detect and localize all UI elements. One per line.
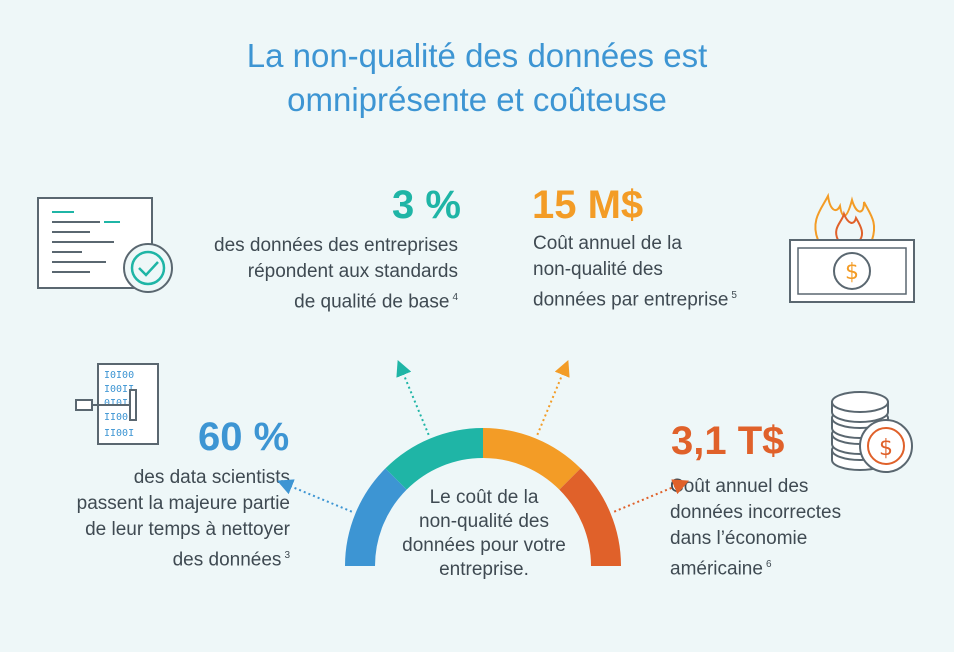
stat-line: Coût annuel de la xyxy=(533,233,682,254)
gauge-arrow-blue xyxy=(276,479,353,513)
center-line: données pour votre xyxy=(402,535,566,556)
svg-text:$: $ xyxy=(879,436,893,461)
burning-money-icon: $ xyxy=(789,192,915,303)
stat-value-3-1t: 3,1 T$ xyxy=(671,419,785,463)
gauge-arrow-orange xyxy=(536,359,570,436)
stat-line: répondent aux standards xyxy=(247,261,458,282)
stat-value-3-percent: 3 % xyxy=(392,183,461,227)
gauge-segment-blue xyxy=(345,468,407,567)
svg-text:I00II: I00II xyxy=(104,384,134,395)
stat-desc-3-percent: des données des entreprises répondent au… xyxy=(214,233,458,315)
coins-stack-icon: $ xyxy=(831,391,913,473)
stat-line: américaine 6 xyxy=(670,558,772,580)
stat-value-60-percent: 60 % xyxy=(198,415,290,459)
gauge-arrow-teal xyxy=(396,359,430,436)
page-title: La non-qualité des données est omniprése… xyxy=(0,34,954,122)
stat-line: données par entreprise 5 xyxy=(533,289,737,311)
title-line-1: La non-qualité des données est xyxy=(246,37,708,74)
footnote-ref: 6 xyxy=(765,559,772,570)
gauge-segment-red xyxy=(559,468,621,567)
footnote-ref: 5 xyxy=(731,290,737,301)
gauge-arrow-red xyxy=(613,479,690,513)
footnote-ref: 3 xyxy=(284,550,290,561)
gauge-segment-teal xyxy=(385,428,484,490)
svg-text:$: $ xyxy=(845,260,859,285)
stat-line: données incorrectes xyxy=(670,502,842,523)
stat-desc-15m: Coût annuel de la non-qualité des donnée… xyxy=(533,231,737,313)
stat-value-15m: 15 M$ xyxy=(532,183,644,227)
stat-line: des données 3 xyxy=(172,549,290,571)
stat-line: dans l’économie xyxy=(670,528,808,549)
gauge-segment-orange xyxy=(482,428,581,490)
stat-line: des data scientists xyxy=(133,467,290,488)
svg-text:II00I: II00I xyxy=(104,428,134,439)
center-line: Le coût de la xyxy=(429,487,539,508)
stat-line: passent la majeure partie xyxy=(76,493,290,514)
stat-desc-60-percent: des data scientists passent la majeure p… xyxy=(77,465,290,573)
center-caption: Le coût de la non-qualité des données po… xyxy=(380,486,588,582)
center-line: non-qualité des xyxy=(419,511,549,532)
svg-text:I0I00: I0I00 xyxy=(104,370,134,381)
stat-line: de leur temps à nettoyer xyxy=(85,519,290,540)
stat-line: Coût annuel des xyxy=(670,476,809,497)
binary-data-icon: I0I00 I00II 0I0I0 II00I II00I xyxy=(75,363,159,445)
stat-line: de qualité de base 4 xyxy=(294,291,458,313)
stat-line: non-qualité des xyxy=(533,259,663,280)
svg-text:0I0I0: 0I0I0 xyxy=(104,398,134,409)
footnote-ref: 4 xyxy=(452,292,458,303)
svg-text:II00I: II00I xyxy=(104,412,134,423)
stat-desc-3-1t: Coût annuel des données incorrectes dans… xyxy=(670,474,841,582)
stat-line: des données des entreprises xyxy=(214,235,458,256)
center-line: entreprise. xyxy=(439,559,529,580)
title-line-2: omniprésente et coûteuse xyxy=(287,81,667,118)
document-check-icon xyxy=(37,197,173,293)
